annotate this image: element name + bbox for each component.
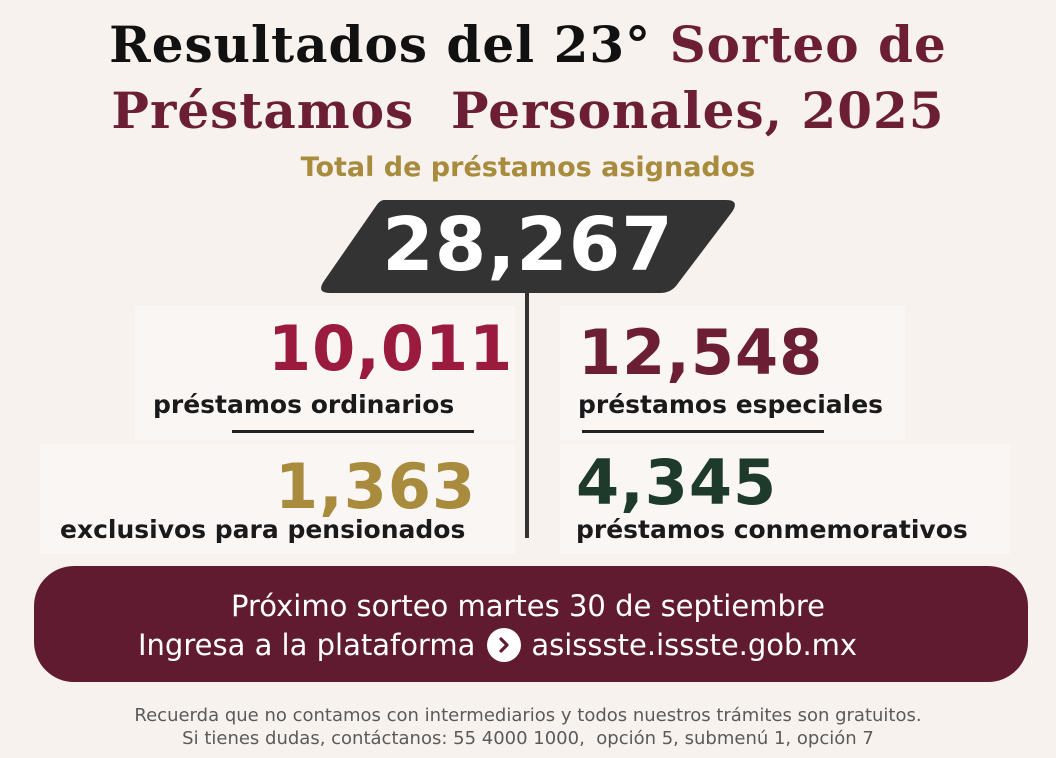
conmemorativos-label: préstamos conmemorativos <box>576 515 968 544</box>
panel-pensionados <box>40 444 515 554</box>
especiales-label: préstamos especiales <box>578 390 884 419</box>
page-title-line1: Resultados del 23° Sorteo de <box>0 14 1056 76</box>
total-badge: 28,267 <box>316 196 740 294</box>
footer-contact: Si tienes dudas, contáctanos: 55 4000 10… <box>182 728 874 749</box>
panel-ordinarios <box>135 306 515 440</box>
footer-disclaimer: Recuerda que no contamos con intermediar… <box>134 705 922 726</box>
panel-especiales <box>560 306 905 440</box>
ordinarios-underline <box>232 430 474 433</box>
chevron-right-circle-icon <box>487 628 522 662</box>
next-draw-date: Próximo sorteo martes 30 de septiembre <box>231 589 825 623</box>
pensionados-label: exclusivos para pensionados <box>60 515 466 544</box>
total-subtitle: Total de préstamos asignados <box>300 152 756 183</box>
total-badge-shape <box>321 200 735 293</box>
title-part1: Resultados del 23° <box>109 15 652 74</box>
especiales-value: 12,548 <box>578 316 824 389</box>
pensionados-value: 1,363 <box>275 450 477 523</box>
platform-line: Ingresa a la plataforma asissste.issste.… <box>138 625 857 665</box>
page-title-line2: Préstamos Personales, 2025 <box>111 81 945 140</box>
especiales-underline <box>582 430 824 433</box>
panel-conmemorativos <box>560 444 1010 554</box>
ordinarios-label: préstamos ordinarios <box>153 390 455 419</box>
total-value: 28,267 <box>382 202 674 288</box>
title-part2: Sorteo de <box>669 15 947 74</box>
platform-prefix: Ingresa a la plataforma <box>138 628 476 662</box>
next-draw-banner <box>34 566 1028 682</box>
center-divider <box>525 292 529 538</box>
ordinarios-value: 10,011 <box>268 312 514 385</box>
platform-link[interactable]: asissste.issste.gob.mx <box>531 628 858 662</box>
conmemorativos-value: 4,345 <box>576 446 778 519</box>
